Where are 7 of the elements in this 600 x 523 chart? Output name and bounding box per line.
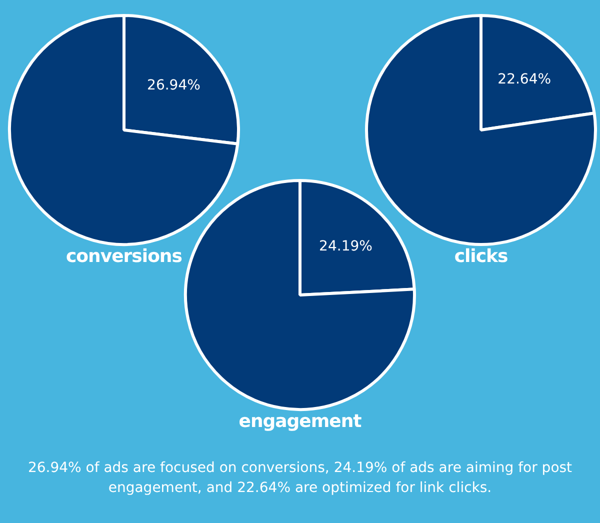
data-label: 22.64% [498,71,552,88]
data-label: 24.19% [319,238,372,254]
text: engagement [238,411,362,432]
text: conversions [65,246,183,267]
text: clicks [454,246,508,267]
text: 26.94% of ads are focused on conversions, 24.19% of ads are aiming for post engagement, and 22.64% are optimized for link clicks. [26,459,574,498]
data-label: 26.94% [147,78,200,94]
